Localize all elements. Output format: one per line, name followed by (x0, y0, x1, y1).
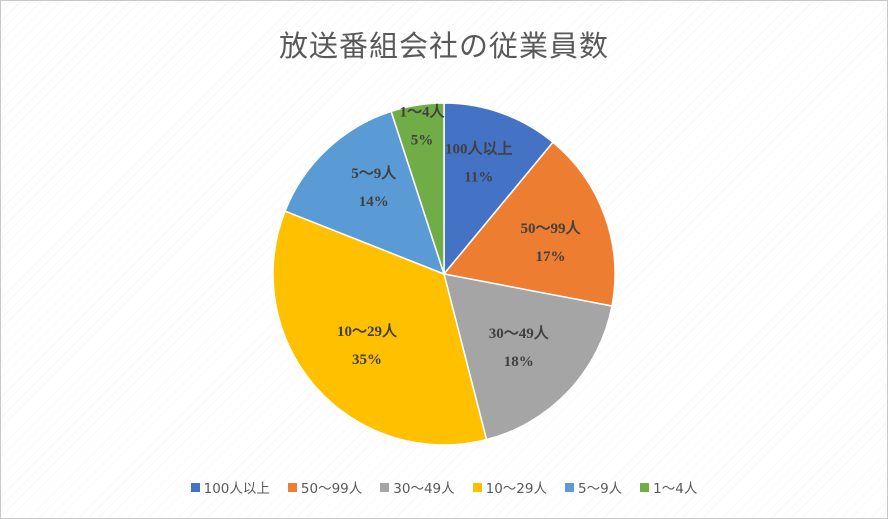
pie-slice (442, 273, 613, 441)
slice-category-label: 10～29人 (337, 323, 398, 340)
legend-label: 100人以上 (203, 481, 270, 497)
chart-title: 放送番組会社の従業員数 (278, 29, 609, 63)
legend-item: 30～49人 (380, 477, 455, 497)
legend-label: 30～49人 (393, 481, 455, 497)
pie-slice (272, 210, 488, 446)
legend-swatch (380, 482, 390, 492)
legend-swatch (472, 482, 482, 492)
pie-slice (443, 102, 555, 277)
legend-swatch (287, 482, 297, 492)
legend-item: 10～29人 (472, 477, 547, 497)
legend-item: 50～99人 (287, 477, 363, 497)
slice-category-label: 100人以上 (445, 140, 513, 157)
legend-label: 50～99人 (300, 481, 363, 497)
slice-percent-label: 17% (536, 249, 566, 265)
legend-item: 1～4人 (640, 477, 697, 497)
legend-item: 5～9人 (564, 477, 623, 497)
slice-percent-label: 5% (411, 133, 434, 149)
slice-category-label: 30～49人 (489, 325, 550, 342)
slice-percent-label: 14% (359, 194, 389, 210)
legend-swatch (640, 482, 650, 492)
slice-percent-label: 18% (504, 354, 534, 370)
slice-category-label: 5～9人 (351, 165, 397, 182)
chart-legend: 100人以上 50～99人 30～49人 10～29人 5～9人 1～4人 (1, 477, 887, 497)
pie-slice (442, 141, 616, 307)
legend-item: 100人以上 (190, 477, 270, 497)
slice-category-label: 1～4人 (399, 104, 445, 121)
pie-slice (390, 102, 445, 275)
legend-swatch (190, 482, 200, 492)
legend-label: 1～4人 (653, 481, 698, 497)
legend-label: 5～9人 (577, 481, 623, 497)
slice-percent-label: 11% (464, 169, 493, 185)
legend-label: 10～29人 (485, 481, 547, 497)
legend-swatch (564, 482, 574, 492)
slice-percent-label: 35% (352, 352, 382, 368)
slice-category-label: 50～99人 (521, 220, 582, 237)
